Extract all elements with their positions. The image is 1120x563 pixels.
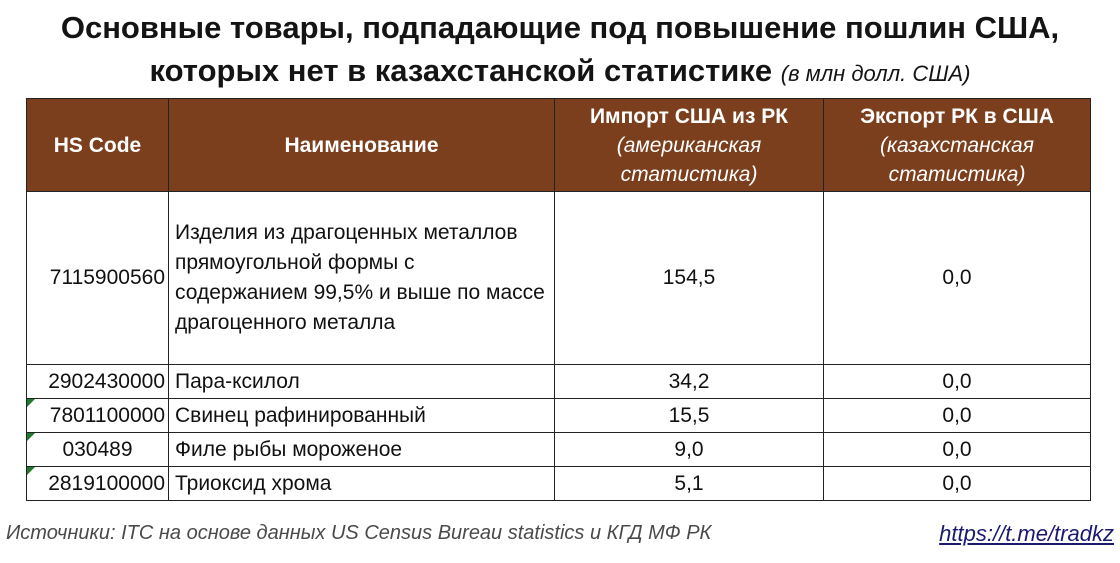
cell-kz-export: 0,0	[823, 466, 1091, 501]
cell-hs-code: 2902430000	[26, 364, 169, 399]
telegram-link[interactable]: https://t.me/tradkz	[939, 521, 1114, 546]
table-row: 7115900560 Изделия из драгоценных металл…	[26, 191, 1091, 365]
tariff-goods-table: HS Code Наименование Импорт США из РК (а…	[26, 98, 1091, 501]
cell-kz-export: 0,0	[823, 432, 1091, 467]
cell-hs-code-text: 7801100000	[49, 403, 165, 427]
cell-us-import: 34,2	[554, 364, 824, 399]
cell-hs-code-text: 2819100000	[48, 471, 165, 495]
cell-kz-export: 0,0	[823, 364, 1091, 399]
table-row: 2902430000 Пара-ксилол 34,2 0,0	[26, 364, 1091, 399]
table-row: 7801100000 Свинец рафинированный 15,5 0,…	[26, 398, 1091, 433]
title-unit: (в млн долл. США)	[780, 61, 971, 86]
cell-flag-marker	[27, 467, 35, 475]
header-kz-export-main: Экспорт РК в США	[860, 104, 1054, 128]
header-us-import-sub: (американская статистика)	[616, 133, 762, 186]
cell-flag-marker	[27, 399, 35, 407]
cell-flag-marker	[27, 433, 35, 441]
header-hs-code: HS Code	[26, 98, 169, 192]
cell-kz-export: 0,0	[823, 191, 1091, 365]
header-us-import: Импорт США из РК (американская статистик…	[554, 98, 824, 192]
cell-hs-code: 7801100000	[26, 398, 169, 433]
cell-hs-code-text: 030489	[62, 437, 133, 461]
cell-us-import: 5,1	[554, 466, 824, 501]
cell-us-import: 154,5	[554, 191, 824, 365]
title-line-1: Основные товары, подпадающие под повышен…	[60, 10, 1060, 45]
page-title: Основные товары, подпадающие под повышен…	[0, 6, 1120, 95]
table-row: 030489 Филе рыбы мороженое 9,0 0,0	[26, 432, 1091, 467]
cell-name: Триоксид хрома	[168, 466, 555, 501]
header-us-import-main: Импорт США из РК	[589, 104, 789, 128]
cell-name: Свинец рафинированный	[168, 398, 555, 433]
cell-us-import: 9,0	[554, 432, 824, 467]
cell-us-import: 15,5	[554, 398, 824, 433]
cell-name: Изделия из драгоценных металлов прямоуго…	[168, 191, 555, 365]
cell-kz-export: 0,0	[823, 398, 1091, 433]
cell-hs-code: 2819100000	[26, 466, 169, 501]
table-row: 2819100000 Триоксид хрома 5,1 0,0	[26, 466, 1091, 501]
table-header-row: HS Code Наименование Импорт США из РК (а…	[26, 98, 1091, 192]
header-kz-export: Экспорт РК в США (казахстанская статисти…	[823, 98, 1091, 192]
cell-name: Филе рыбы мороженое	[168, 432, 555, 467]
header-kz-export-sub: (казахстанская статистика)	[880, 133, 1034, 186]
header-name: Наименование	[168, 98, 555, 192]
cell-hs-code: 7115900560	[26, 191, 169, 365]
title-line-2-text: которых нет в казахстанской статистике	[149, 53, 773, 88]
cell-name: Пара-ксилол	[168, 364, 555, 399]
sources-note: Источники: ITC на основе данных US Censu…	[6, 522, 712, 544]
title-line-2: которых нет в казахстанской статистике (…	[0, 49, 1120, 95]
cell-hs-code: 030489	[26, 432, 169, 467]
